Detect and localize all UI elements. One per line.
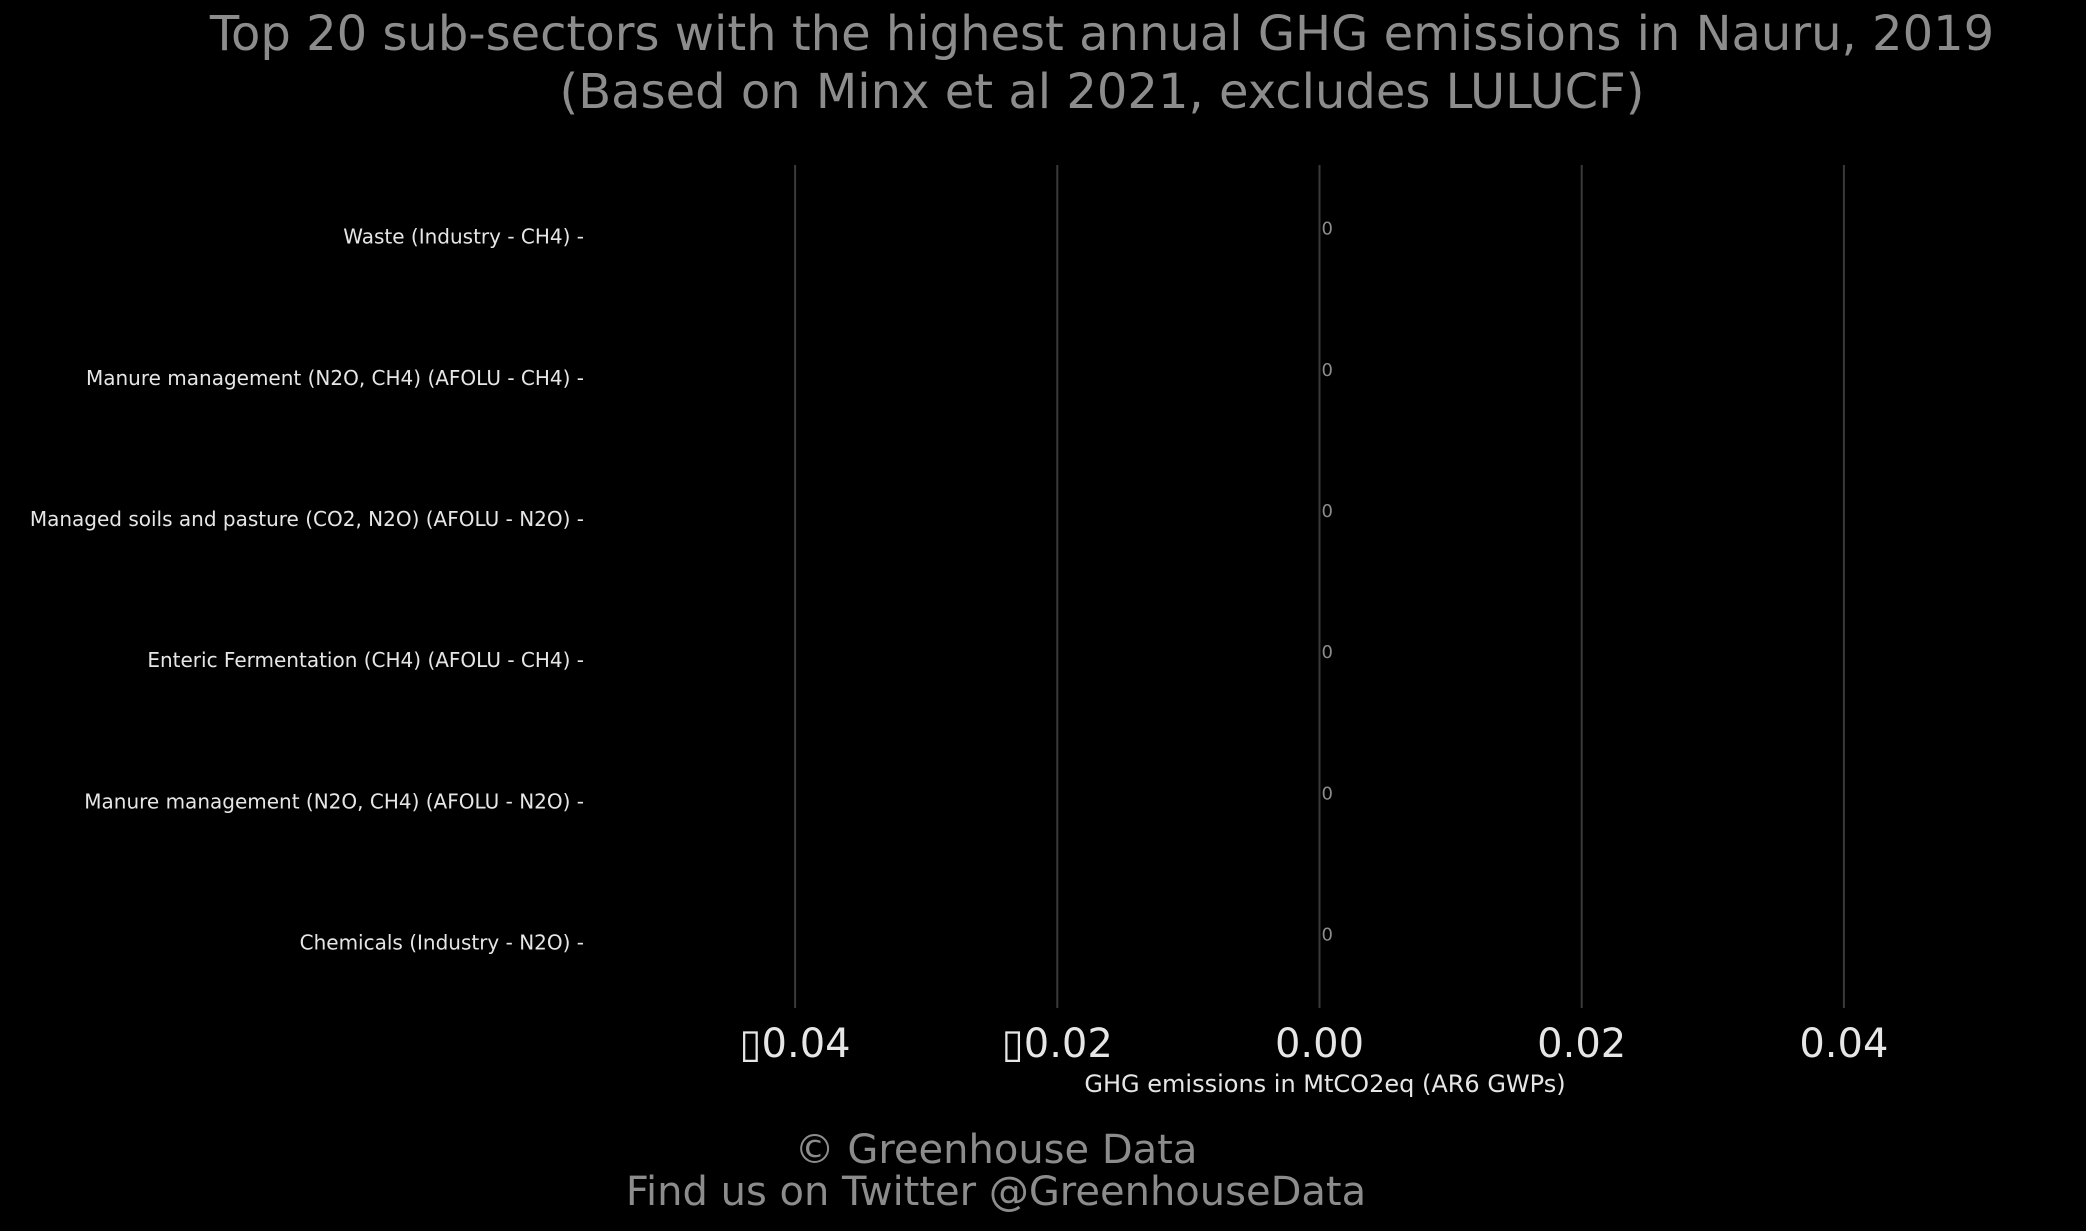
x-tick-label-1: ▯0.02 [1002,1021,1113,1067]
footer-copyright: © Greenhouse Data [795,1127,1198,1173]
x-axis-title: GHG emissions in MtCO2eq (AR6 GWPs) [1084,1070,1565,1098]
x-tick-label-3: 0.02 [1537,1021,1626,1067]
gridlines [794,165,1845,1008]
x-tick-label-4: 0.04 [1799,1021,1888,1067]
data-label-1: 0 [1322,360,1333,381]
category-label-2: Managed soils and pasture (CO2, N2O) (AF… [30,507,584,531]
category-label-0: Waste (Industry - CH4) - [343,225,584,249]
category-label-1: Manure management (N2O, CH4) (AFOLU - CH… [86,366,584,390]
category-label-3: Enteric Fermentation (CH4) (AFOLU - CH4)… [147,648,584,672]
data-labels: 0 0 0 0 0 0 [1322,219,1333,946]
x-tick-labels: ▯0.04 ▯0.02 0.00 0.02 0.04 [740,1021,1889,1067]
category-labels: Waste (Industry - CH4) - Manure managemen… [30,225,584,955]
data-label-3: 0 [1322,642,1333,663]
category-label-4: Manure management (N2O, CH4) (AFOLU - N2… [84,789,584,813]
data-label-4: 0 [1322,783,1333,804]
data-label-0: 0 [1322,219,1333,240]
x-tick-label-0: ▯0.04 [740,1021,851,1067]
data-label-2: 0 [1322,501,1333,522]
data-label-5: 0 [1322,925,1333,946]
chart-title: Top 20 sub-sectors with the highest annu… [209,6,1994,62]
category-label-5: Chemicals (Industry - N2O) - [300,931,584,955]
chart-subtitle: (Based on Minx et al 2021, excludes LULU… [560,64,1645,120]
x-tick-label-2: 0.00 [1275,1021,1364,1067]
footer-twitter: Find us on Twitter @GreenhouseData [626,1169,1366,1215]
